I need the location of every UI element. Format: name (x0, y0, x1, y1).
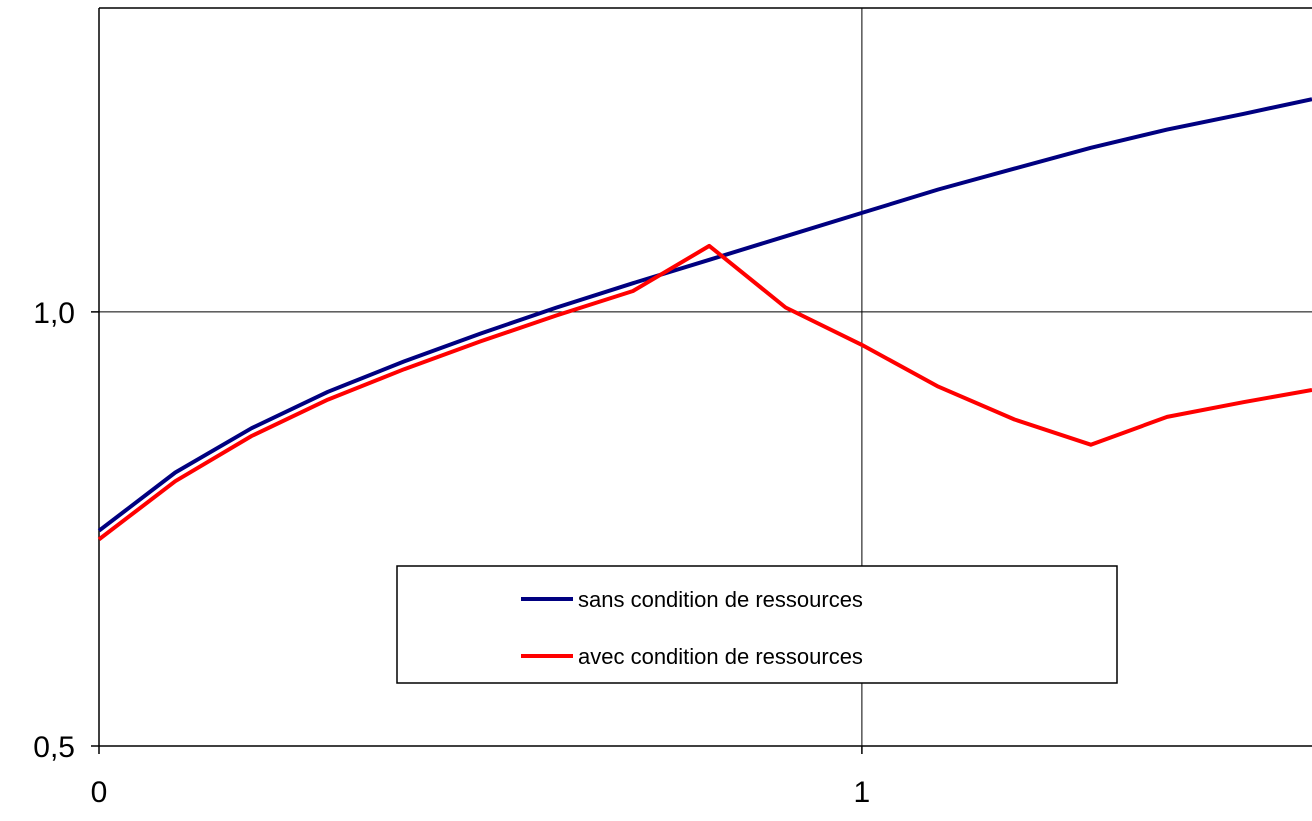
legend-label: sans condition de ressources (578, 587, 863, 612)
legend: sans condition de ressources avec conditi… (396, 565, 1118, 684)
legend-label: avec condition de ressources (578, 644, 863, 669)
series-group (97, 97, 1312, 541)
y-tick-label: 0,5 (33, 731, 75, 764)
plot-area (98, 7, 1312, 747)
y-tick-label: 1,0 (33, 297, 75, 330)
x-tick-label: 0 (91, 776, 108, 809)
series-line-avec-condition (97, 243, 1312, 541)
axis-ticks: 0 1 0,5 1,0 (33, 297, 870, 809)
series-line-sans-condition (97, 97, 1312, 533)
legend-box (396, 565, 1118, 684)
x-tick-label: 1 (854, 776, 871, 809)
